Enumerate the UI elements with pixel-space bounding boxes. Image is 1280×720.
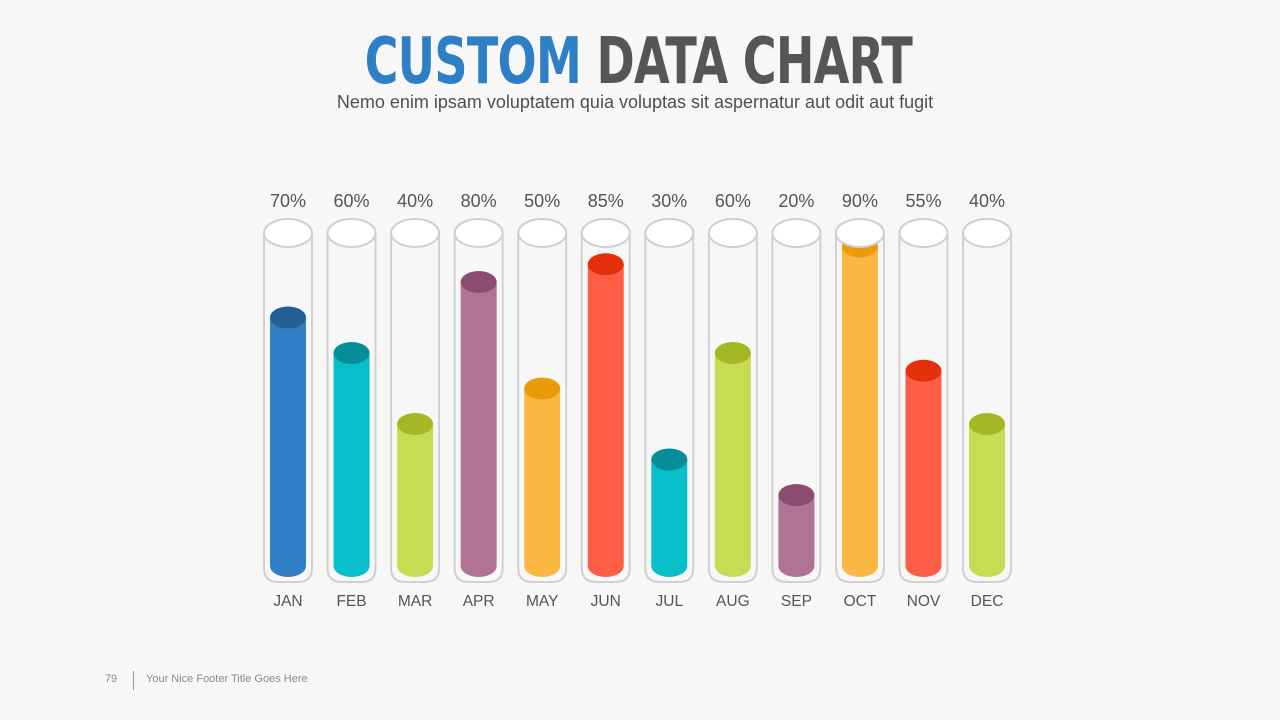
- bar-cap-feb: [333, 342, 370, 364]
- bar-apr: [460, 282, 497, 577]
- page-number: 79: [104, 673, 118, 685]
- bar-nov: [905, 370, 942, 577]
- tube-oct: [834, 233, 885, 583]
- tube-sep: [771, 233, 822, 583]
- value-label-feb: 60%: [334, 191, 370, 211]
- value-label-aug: 60%: [715, 191, 751, 211]
- category-label-dec: DEC: [971, 593, 1004, 610]
- category-label-jun: JUN: [591, 593, 621, 610]
- tube-jun: [580, 233, 631, 583]
- value-label-apr: 80%: [461, 191, 497, 211]
- bar-jun: [587, 264, 624, 577]
- value-label-nov: 55%: [905, 191, 941, 211]
- bar-jan: [270, 317, 306, 577]
- bar-jul: [651, 459, 688, 577]
- category-label-jan: JAN: [273, 593, 302, 610]
- bar-sep: [778, 495, 815, 577]
- bar-cap-sep: [778, 484, 815, 506]
- tube-rim-apr: [453, 218, 504, 248]
- value-label-dec: 40%: [969, 191, 1005, 211]
- bar-cap-nov: [905, 359, 942, 382]
- category-label-sep: SEP: [781, 593, 812, 610]
- bar-dec: [969, 424, 1006, 577]
- tube-aug: [707, 233, 758, 583]
- bar-aug: [714, 353, 751, 577]
- category-label-feb: FEB: [336, 593, 366, 610]
- value-label-jan: 70%: [270, 191, 306, 211]
- category-label-nov: NOV: [907, 593, 941, 610]
- tube-jan: [263, 233, 313, 583]
- tube-nov: [898, 233, 949, 583]
- tube-dec: [962, 233, 1013, 583]
- bar-cap-aug: [714, 342, 751, 364]
- tube-rim-nov: [898, 218, 949, 248]
- tube-may: [517, 233, 568, 583]
- category-label-oct: OCT: [844, 593, 877, 610]
- tube-rim-dec: [962, 218, 1013, 248]
- tube-apr: [453, 233, 504, 583]
- bar-cap-may: [524, 377, 561, 400]
- value-label-may: 50%: [524, 191, 560, 211]
- slide-title: CUSTOM DATA CHART: [178, 26, 1100, 98]
- category-label-mar: MAR: [398, 593, 432, 610]
- category-label-aug: AUG: [716, 593, 750, 610]
- value-label-sep: 20%: [778, 191, 814, 211]
- tube-rim-sep: [771, 218, 822, 248]
- bar-cap-mar: [397, 413, 434, 435]
- bar-cap-apr: [460, 271, 497, 293]
- bar-cap-jul: [651, 448, 688, 471]
- tube-rim-aug: [707, 218, 758, 248]
- title-accent: CUSTOM: [364, 25, 582, 99]
- bar-feb: [333, 353, 370, 577]
- tube-rim-jul: [644, 218, 695, 248]
- tube-rim-jan: [263, 218, 313, 248]
- footer-title: Your Nice Footer Title Goes Here: [146, 673, 308, 685]
- slide-subtitle: Nemo enim ipsam voluptatem quia voluptas…: [336, 92, 934, 112]
- bar-oct: [841, 246, 878, 577]
- value-label-mar: 40%: [397, 191, 433, 211]
- footer-divider: [133, 671, 134, 690]
- title-rest: DATA CHART: [596, 25, 913, 99]
- value-label-jul: 30%: [651, 191, 687, 211]
- category-label-may: MAY: [526, 593, 558, 610]
- bar-mar: [397, 424, 434, 577]
- bar-cap-jun: [587, 253, 624, 276]
- tube-jul: [644, 233, 695, 583]
- bar-cap-dec: [969, 413, 1006, 435]
- tube-mar: [390, 233, 441, 583]
- category-label-jul: JUL: [656, 593, 684, 610]
- bar-cap-jan: [270, 306, 306, 329]
- value-label-oct: 90%: [842, 191, 878, 211]
- tube-rim-mar: [390, 218, 441, 248]
- category-label-apr: APR: [463, 593, 495, 610]
- tube-rim-feb: [326, 218, 377, 248]
- tube-rim-may: [517, 218, 568, 248]
- bar-may: [524, 388, 561, 577]
- tube-rim-jun: [580, 218, 631, 248]
- value-label-jun: 85%: [588, 191, 624, 211]
- tube-rim-oct: [834, 218, 885, 248]
- tube-feb: [326, 233, 377, 583]
